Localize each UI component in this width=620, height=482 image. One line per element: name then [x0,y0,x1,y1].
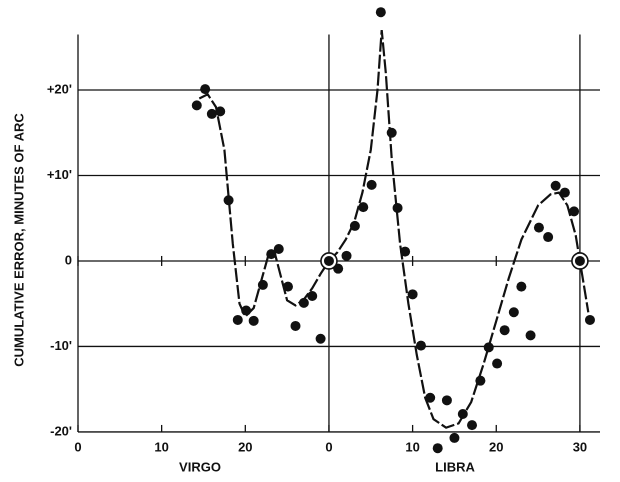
data-point [358,202,369,213]
data-point [290,320,301,331]
data-point [386,127,397,138]
data-point [425,392,436,403]
data-point [550,180,561,191]
data-point [273,244,284,255]
data-point [257,279,268,290]
data-point [584,314,595,325]
section-label: LIBRA [435,459,475,474]
y-tick-label: -20' [50,423,72,438]
data-point [475,375,486,386]
data-point [483,342,494,353]
x-tick-label: 10 [154,439,168,454]
data-point [341,250,352,261]
x-tick-label: 20 [489,439,503,454]
y-tick-label: +10' [47,167,72,182]
data-point [375,7,386,18]
data-point [467,420,478,431]
data-point [191,100,202,111]
data-point [432,443,443,454]
data-point [223,195,234,206]
data-point [266,249,277,260]
circled-point [323,255,334,266]
data-point [533,222,544,233]
y-axis-label: CUMULATIVE ERROR, MINUTES OF ARC [11,113,26,367]
data-point [559,187,570,198]
data-point [307,291,318,302]
x-tick-label: 10 [405,439,419,454]
x-tick-label: 0 [74,439,81,454]
y-tick-label: 0 [65,252,72,267]
data-point [366,179,377,190]
y-tick-label: -10' [50,338,72,353]
data-point [232,314,243,325]
y-tick-label: +20' [47,81,72,96]
data-point [349,220,360,231]
data-point [441,395,452,406]
x-tick-label: 30 [573,439,587,454]
data-point [569,206,580,217]
data-point [392,202,403,213]
data-point [298,297,309,308]
data-point [241,305,252,316]
data-point [415,340,426,351]
data-point [400,246,411,257]
data-point [499,325,510,336]
data-point [508,307,519,318]
data-point [282,281,293,292]
data-point [457,408,468,419]
section-label: VIRGO [179,459,221,474]
data-point [200,84,211,95]
data-point [492,358,503,369]
data-point [525,330,536,341]
x-tick-label: 20 [238,439,252,454]
data-point [206,108,217,119]
fitted-curve [198,29,590,429]
data-point [516,281,527,292]
data-point [248,315,259,326]
data-point [315,333,326,344]
data-point [449,432,460,443]
circled-point [574,255,585,266]
data-point [543,232,554,243]
x-tick-label: 0 [325,439,332,454]
data-point [407,289,418,300]
data-point [215,106,226,117]
